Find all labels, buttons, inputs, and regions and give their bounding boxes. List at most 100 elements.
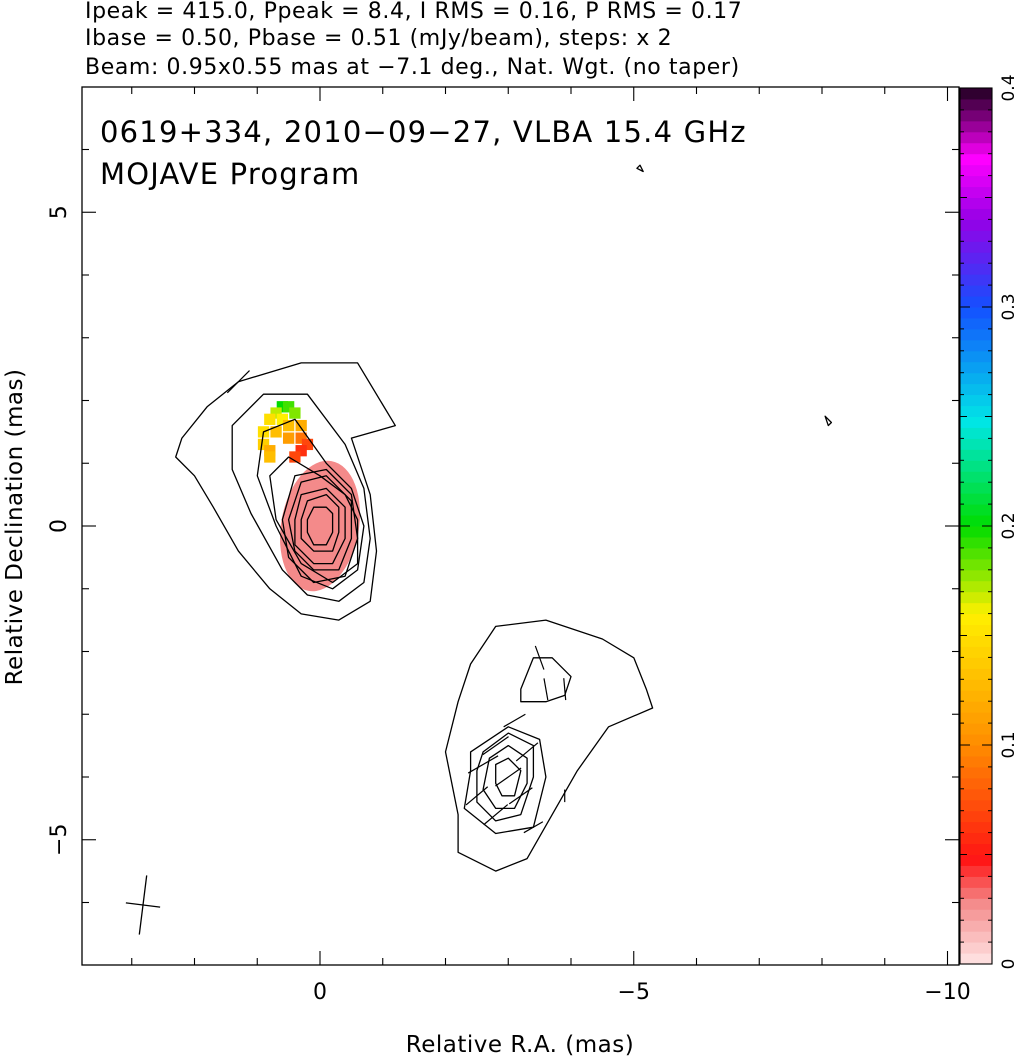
- evpa-vector: [508, 787, 533, 805]
- colorbar-segment: [960, 569, 992, 582]
- y-tick-label: 0: [47, 519, 72, 533]
- polarization-pixel: [276, 413, 288, 425]
- colorbar-segment: [960, 613, 992, 626]
- x-tick-label: −5: [618, 980, 650, 1005]
- evpa-vector: [515, 742, 539, 762]
- colorbar-segment: [960, 602, 992, 615]
- core-contour: [300, 493, 340, 552]
- y-tick-label: −5: [47, 824, 72, 856]
- x-axis-label: Relative R.A. (mas): [406, 1032, 634, 1058]
- axis-ticks: 0 −5 −10 5 0 −5: [47, 87, 971, 1005]
- polarization-pixel: [282, 419, 295, 432]
- colorbar-segment: [960, 252, 992, 264]
- colorbar: 0 0.1 0.2 0.3 0.4: [959, 74, 1019, 970]
- colorbar-segment: [960, 493, 992, 505]
- plot-frame: [81, 86, 960, 966]
- colorbar-segment: [960, 942, 992, 954]
- colorbar-segment: [960, 701, 992, 713]
- colorbar-segment: [960, 197, 992, 209]
- colorbar-segment: [960, 175, 992, 188]
- colorbar-tick-label: 0: [999, 959, 1019, 970]
- evpa-vector: [543, 678, 549, 701]
- colorbar-segment: [960, 777, 992, 790]
- polarization-pixel: [264, 413, 276, 425]
- colorbar-segment: [960, 142, 992, 155]
- x-tick-label: −10: [924, 980, 970, 1005]
- source-title: 0619+334, 2010−09−27, VLBA 15.4 GHz: [100, 115, 747, 149]
- header-line-2: Ibase = 0.50, Pbase = 0.51 (mJy/beam), s…: [85, 26, 672, 51]
- evpa-vector: [503, 713, 526, 728]
- colorbar-segment: [960, 109, 992, 122]
- core-contour: [175, 362, 396, 621]
- colorbar-segment: [960, 394, 992, 407]
- colorbar-segment: [960, 274, 992, 286]
- colorbar-segment: [960, 865, 992, 877]
- colorbar-segment: [960, 328, 992, 341]
- core-contour: [287, 475, 353, 571]
- colorbar-segment: [960, 766, 992, 779]
- header-line-1: Ipeak = 415.0, Ppeak = 8.4, I RMS = 0.16…: [85, 0, 742, 24]
- evpa-vector: [226, 370, 250, 394]
- colorbar-segment: [960, 471, 992, 483]
- colorbar-segment: [960, 755, 992, 768]
- evpa-vector: [482, 736, 509, 756]
- polarization-pixel: [295, 419, 307, 432]
- polarization-pixel: [270, 426, 282, 438]
- colorbar-segment: [960, 230, 992, 242]
- colorbar-segment: [960, 646, 992, 658]
- component-contour: [482, 744, 528, 810]
- colorbar-segment: [960, 591, 992, 604]
- colorbar-segment: [960, 657, 992, 669]
- evpa-vector: [523, 821, 544, 834]
- colorbar-segment: [960, 317, 992, 330]
- colorbar-segment: [960, 624, 992, 636]
- colorbar-segment: [960, 131, 992, 144]
- colorbar-segment: [960, 504, 992, 516]
- colorbar-segment: [960, 460, 992, 472]
- evpa-vector: [495, 767, 522, 787]
- colorbar-segment: [960, 580, 992, 593]
- colorbar-segment: [960, 810, 992, 823]
- colorbar-segment: [960, 219, 992, 231]
- colorbar-segment: [960, 208, 992, 220]
- polarization-pixel: [282, 401, 295, 413]
- colorbar-tick-label: 0.4: [999, 74, 1019, 101]
- colorbar-tick-label: 0.2: [999, 512, 1019, 539]
- colorbar-segment: [960, 372, 992, 385]
- colorbar-segment: [960, 296, 992, 308]
- noise-contour: [636, 164, 644, 173]
- polarization-pixel: [282, 432, 295, 444]
- colorbar-segment: [960, 821, 992, 834]
- core-contour: [294, 487, 346, 565]
- colorbar-segment: [960, 285, 992, 297]
- colorbar-segment: [960, 854, 992, 866]
- core-polarization-region: [280, 460, 360, 592]
- evpa-vector: [483, 804, 509, 826]
- evpa-vector: [467, 755, 499, 774]
- colorbar-segment: [960, 898, 992, 910]
- beam-minor-axis: [125, 902, 161, 908]
- program-title: MOJAVE Program: [100, 157, 360, 191]
- component-contour: [444, 619, 654, 872]
- polarization-pixel: [264, 451, 276, 463]
- x-tick-label: 0: [313, 980, 327, 1005]
- polarization-pixel: [276, 401, 288, 413]
- colorbar-segment: [960, 690, 992, 702]
- header-line-3: Beam: 0.95x0.55 mas at −7.1 deg., Nat. W…: [85, 55, 740, 80]
- colorbar-segment: [960, 482, 992, 494]
- colorbar-segment: [960, 547, 992, 560]
- colorbar-segment: [960, 668, 992, 680]
- colorbar-segment: [960, 350, 992, 363]
- polarization-pixel: [270, 407, 282, 419]
- colorbar-segment: [960, 515, 992, 527]
- colorbar-segment: [960, 416, 992, 428]
- colorbar-segment: [960, 876, 992, 888]
- colorbar-segment: [960, 526, 992, 538]
- colorbar-segment: [960, 263, 992, 275]
- polarization-pixel: [295, 445, 307, 457]
- component-contour: [520, 657, 572, 703]
- y-axis-label: Relative Declination (mas): [2, 369, 28, 686]
- colorbar-segment: [960, 241, 992, 253]
- colorbar-segment: [960, 832, 992, 845]
